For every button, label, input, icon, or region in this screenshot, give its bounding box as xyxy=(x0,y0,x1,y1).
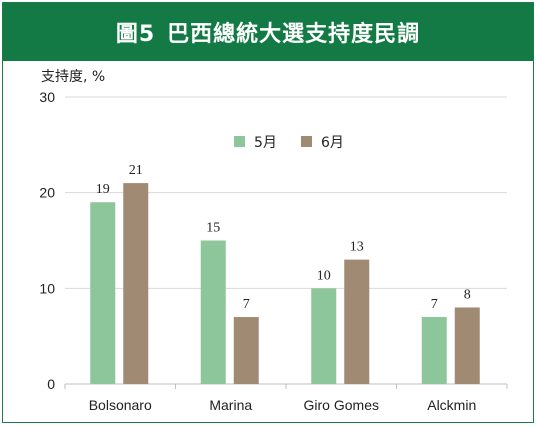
legend-swatch xyxy=(301,136,312,147)
category-label: Giro Gomes xyxy=(304,397,379,413)
category-label: Alckmin xyxy=(427,397,476,413)
bar xyxy=(201,241,226,385)
data-label: 10 xyxy=(317,268,331,283)
bar xyxy=(123,183,148,384)
legend: 5月 6月 xyxy=(234,135,344,151)
data-label: 8 xyxy=(464,287,471,302)
category-label: Bolsonaro xyxy=(89,397,152,413)
category-labels: Bolsonaro Marina Giro Gomes Alckmin xyxy=(65,384,507,413)
y-tick-label: 10 xyxy=(39,280,55,296)
data-labels: 19 21 15 7 10 13 7 8 xyxy=(96,163,471,312)
bar xyxy=(234,317,259,384)
bar xyxy=(90,202,115,384)
y-tick-label: 30 xyxy=(39,89,55,105)
bar xyxy=(422,317,447,384)
y-tick-labels: 0 10 20 30 xyxy=(39,89,55,392)
chart-frame: 圖5 巴西總統大選支持度民調 支持度, % 0 10 20 30 19 21 15 7 10 1… xyxy=(2,2,534,423)
legend-label: 6月 xyxy=(321,135,344,151)
data-label: 7 xyxy=(243,297,250,312)
legend-label: 5月 xyxy=(254,135,277,151)
data-label: 15 xyxy=(206,221,220,236)
data-label: 13 xyxy=(350,240,364,255)
bar xyxy=(344,260,369,384)
data-label: 19 xyxy=(96,182,110,197)
y-tick-label: 20 xyxy=(39,185,55,201)
data-label: 21 xyxy=(129,163,143,178)
y-axis-title: 支持度, % xyxy=(41,69,105,85)
bar xyxy=(455,307,480,384)
bar xyxy=(311,288,336,384)
bar-chart: 支持度, % 0 10 20 30 19 21 15 7 10 13 7 8 Bolsonaro Ma… xyxy=(3,3,534,423)
bars xyxy=(90,183,480,384)
y-tick-label: 0 xyxy=(47,376,55,392)
legend-swatch xyxy=(234,136,245,147)
data-label: 7 xyxy=(431,297,438,312)
category-label: Marina xyxy=(209,397,252,413)
